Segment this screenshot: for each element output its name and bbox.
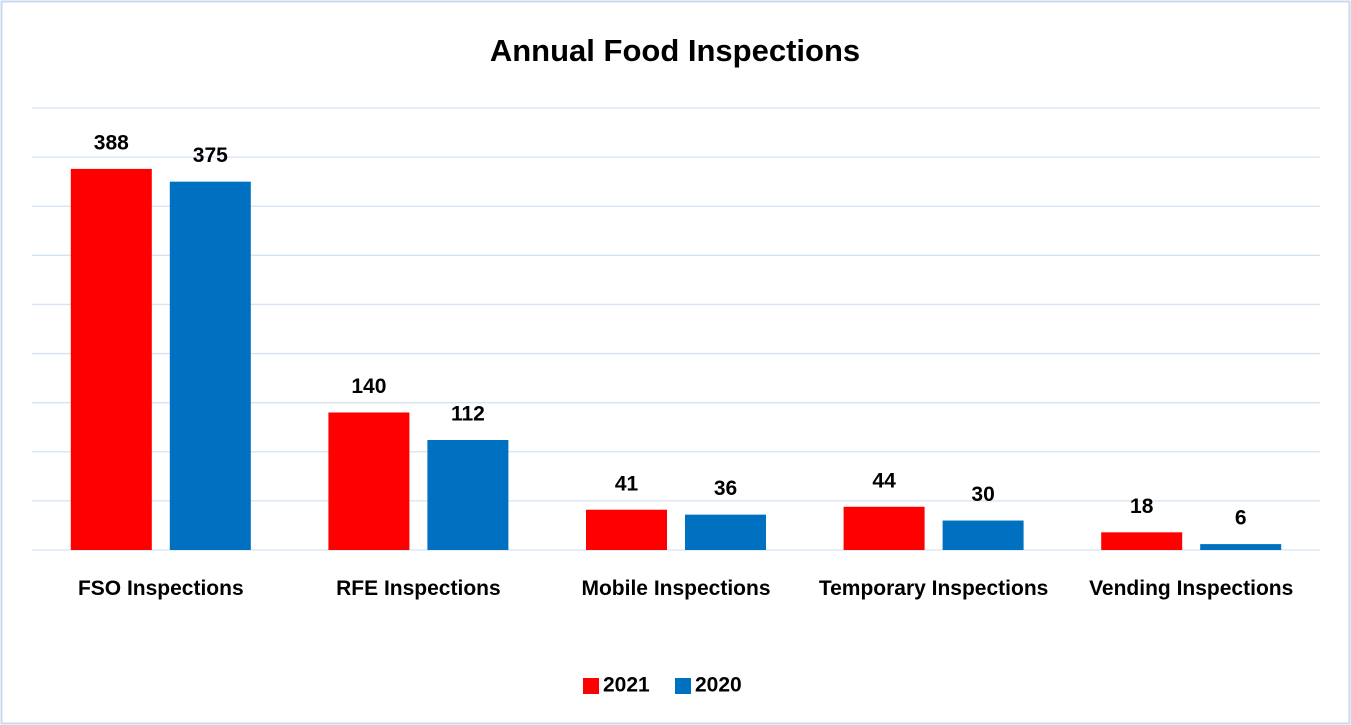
bar: [427, 439, 509, 550]
bar: [942, 520, 1024, 550]
x-tick-label: Vending Inspections: [1089, 577, 1294, 600]
bar: [328, 412, 410, 550]
chart-title: Annual Food Inspections: [490, 33, 860, 68]
data-label: 388: [94, 131, 129, 154]
data-label: 18: [1130, 495, 1154, 518]
bar: [1101, 532, 1183, 550]
data-label: 41: [615, 472, 639, 495]
legend-label: 2020: [695, 674, 742, 697]
data-label: 44: [872, 469, 896, 492]
legend-label: 2021: [603, 674, 650, 697]
data-label: 112: [451, 403, 485, 426]
bar: [843, 506, 925, 550]
data-label: 30: [971, 483, 994, 506]
bar: [586, 509, 667, 550]
bar: [70, 168, 152, 551]
bar: [1200, 544, 1282, 550]
legend-swatch: [675, 678, 691, 694]
x-tick-label: RFE Inspections: [336, 577, 501, 600]
x-tick-label: Temporary Inspections: [818, 577, 1049, 600]
x-tick-label: FSO Inspections: [77, 577, 244, 600]
bar: [169, 181, 251, 550]
data-label: 36: [714, 477, 737, 500]
bar: [685, 514, 766, 550]
data-label: 6: [1235, 507, 1247, 530]
legend-swatch: [583, 678, 599, 694]
data-label: 140: [351, 375, 386, 398]
data-label: 375: [193, 144, 228, 167]
x-tick-label: Mobile Inspections: [581, 577, 771, 600]
